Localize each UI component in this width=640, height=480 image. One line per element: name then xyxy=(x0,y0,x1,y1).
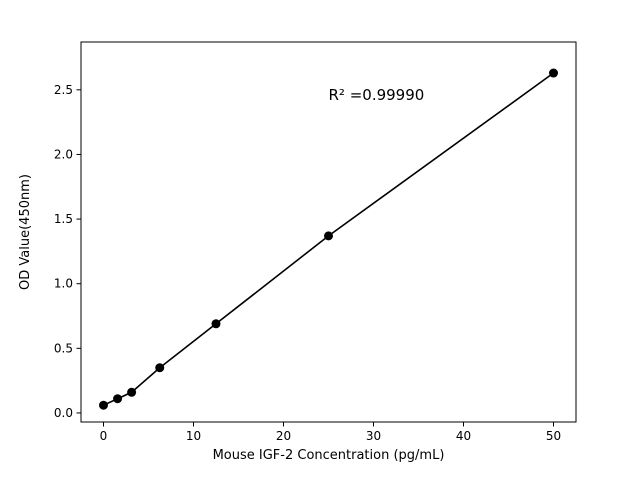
r-squared-annotation: R² =0.99990 xyxy=(329,86,425,104)
y-tick-label: 2.0 xyxy=(54,147,73,161)
x-tick-label: 0 xyxy=(100,429,108,443)
x-tick-label: 30 xyxy=(366,429,381,443)
x-tick-label: 40 xyxy=(456,429,471,443)
y-tick-label: 0.0 xyxy=(54,406,73,420)
data-point xyxy=(155,363,165,373)
y-tick-label: 0.5 xyxy=(54,341,73,355)
data-point xyxy=(99,400,108,410)
data-point xyxy=(211,319,221,329)
y-tick-label: 1.0 xyxy=(54,277,73,291)
x-tick-label: 10 xyxy=(186,429,201,443)
y-axis-label: OD Value(450nm) xyxy=(18,174,33,290)
x-tick-label: 20 xyxy=(276,429,291,443)
y-tick-label: 1.5 xyxy=(54,212,73,226)
x-tick-label: 50 xyxy=(546,429,561,443)
plot-border xyxy=(80,41,577,423)
data-point xyxy=(127,387,137,397)
x-axis-label: Mouse IGF-2 Concentration (pg/mL) xyxy=(213,448,445,463)
plot-area: 0 10 20 30 40 50 0.0 0.5 1.0 1.5 2.0 2.5 xyxy=(54,41,577,443)
data-point xyxy=(324,231,333,241)
data-point xyxy=(113,394,123,404)
y-tick-label: 2.5 xyxy=(54,83,73,97)
data-point xyxy=(549,68,558,78)
